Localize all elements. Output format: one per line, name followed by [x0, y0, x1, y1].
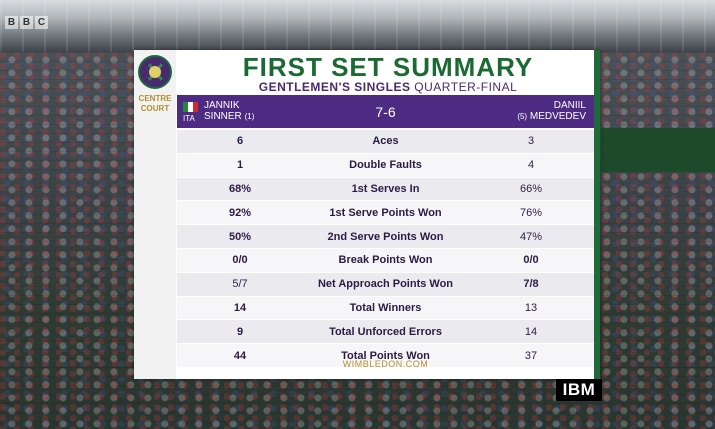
court-label-line2: COURT [140, 104, 170, 113]
set-summary-panel: CENTRE COURT FIRST SET SUMMARY GENTLEMEN… [134, 50, 600, 379]
player2-seed: (5) [517, 112, 528, 121]
stats-table: 6 Aces 3 1 Double Faults 4 68% 1st Serves In 66%… [177, 130, 594, 368]
player1-stat-value: 9 [236, 325, 244, 338]
stat-row: 6 Aces 3 [177, 130, 594, 154]
stat-label: Total Points Won [341, 349, 430, 362]
stat-row: 5/7 Net Approach Points Won 7/8 [177, 272, 594, 297]
player1-stat-value: 0/0 [232, 254, 248, 267]
player1-stat-value: 1 [236, 159, 244, 172]
court-label-line1: CENTRE [138, 94, 172, 103]
wimbledon-logo-icon [138, 55, 172, 89]
stat-row: 14 Total Winners 13 [177, 296, 594, 321]
stat-row: 50% 2nd Serve Points Won 47% [177, 225, 594, 249]
stat-label: Total Unforced Errors [329, 325, 442, 338]
bbc-logo-letter: B [20, 16, 33, 29]
player2-stat-value: 14 [524, 325, 538, 338]
player2-stat-value: 3 [527, 135, 535, 148]
player1-stat-value: 5/7 [232, 278, 248, 291]
stat-row: 9 Total Unforced Errors 14 [177, 320, 594, 345]
player1-stat-value: 50% [228, 230, 252, 243]
event-name: GENTLEMEN'S SINGLES [258, 80, 411, 94]
round-name: QUARTER-FINAL [410, 80, 518, 94]
player1-stat-value: 6 [236, 135, 244, 148]
player2-stat-value: 0/0 [523, 254, 539, 267]
bbc-logo-letter: C [35, 16, 48, 29]
stadium-roof [0, 0, 715, 52]
stat-label: Net Approach Points Won [317, 278, 454, 291]
stat-label: Total Winners [349, 301, 422, 314]
player1-stat-value: 92% [228, 206, 252, 219]
panel-accent-strip [594, 50, 600, 379]
stat-label: 1st Serves In [351, 182, 420, 195]
stat-row: 0/0 Break Points Won 0/0 [177, 248, 594, 273]
panel-title: FIRST SET SUMMARY [242, 52, 534, 82]
stadium-scoreboard [601, 128, 715, 172]
player1-seed: (1) [244, 112, 255, 121]
player2-stat-value: 47% [519, 230, 543, 243]
stat-row: 1 Double Faults 4 [177, 153, 594, 178]
court-label: CENTRE COURT [134, 94, 176, 114]
stat-label: 1st Serve Points Won [329, 206, 442, 219]
stat-label: Break Points Won [338, 254, 433, 267]
player2-name: DANIIL (5) MEDVEDEV [517, 100, 586, 122]
stat-label: Double Faults [349, 159, 422, 172]
panel-subtitle: GENTLEMEN'S SINGLES QUARTER-FINAL [176, 80, 600, 94]
player1-stat-value: 44 [233, 349, 247, 362]
player1-stat-value: 68% [228, 182, 252, 195]
player1-last-name: SINNER [204, 111, 242, 122]
player2-stat-value: 66% [519, 182, 543, 195]
italy-flag-icon [183, 102, 198, 112]
stat-row: 68% 1st Serves In 66% [177, 177, 594, 202]
player2-stat-value: 7/8 [523, 278, 539, 291]
player2-stat-value: 37 [524, 349, 538, 362]
player2-last-name: MEDVEDEV [529, 111, 586, 122]
player1-name: JANNIK SINNER (1) [204, 100, 254, 122]
stat-row: 92% 1st Serve Points Won 76% [177, 201, 594, 226]
player2-stat-value: 13 [524, 301, 538, 314]
player2-stat-value: 76% [519, 206, 543, 219]
ibm-logo: IBM [556, 379, 602, 401]
stat-label: 2nd Serve Points Won [327, 230, 444, 243]
panel-sidebar: CENTRE COURT [134, 50, 176, 379]
bbc-logo: B B C [5, 16, 48, 29]
stat-row: 44 Total Points Won 37 [177, 344, 594, 368]
set-score: 7-6 [375, 104, 396, 120]
stat-label: Aces [372, 135, 399, 148]
player2-first-name: DANIIL [553, 100, 586, 111]
players-header-bar: ITA JANNIK SINNER (1) 7-6 DANIIL (5) MED… [177, 95, 594, 128]
website-footer: WIMBLEDON.COM [342, 359, 429, 369]
bbc-logo-letter: B [5, 16, 18, 29]
player1-first-name: JANNIK [204, 100, 240, 111]
player2-stat-value: 4 [527, 159, 535, 172]
player1-stat-value: 14 [233, 301, 247, 314]
player1-nationality: ITA [183, 114, 195, 123]
